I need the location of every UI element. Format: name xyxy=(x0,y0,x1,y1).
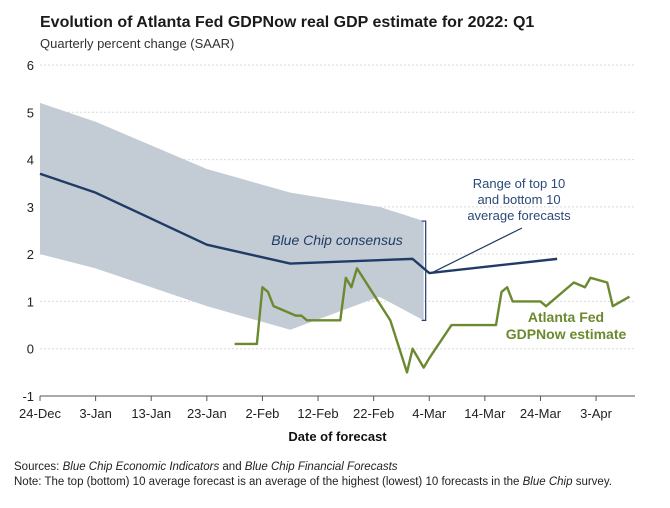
forecast-range-band xyxy=(40,102,424,330)
y-tick-label: -1 xyxy=(22,389,34,404)
sources-label: Sources: xyxy=(14,461,60,473)
x-tick-label: 23-Jan xyxy=(187,406,227,421)
x-tick-label: 24-Dec xyxy=(19,406,61,421)
sources-text-2: Blue Chip Financial Forecasts xyxy=(244,461,398,473)
x-tick-label: 2-Feb xyxy=(245,406,279,421)
x-axis-title: Date of forecast xyxy=(288,429,387,444)
range-annotation-line: Range of top 10 xyxy=(473,176,566,191)
range-annotation-line: average forecasts xyxy=(467,208,571,223)
gdpnow-annotation-line: Atlanta Fed xyxy=(528,309,604,325)
note-text-3: survey. xyxy=(572,476,612,488)
chart-subtitle: Quarterly percent change (SAAR) xyxy=(40,36,235,51)
x-tick-label: 22-Feb xyxy=(353,406,394,421)
sources-and: and xyxy=(219,461,245,473)
x-tick-label: 24-Mar xyxy=(520,406,562,421)
gdpnow-line xyxy=(234,267,631,374)
sources-line: Sources: Blue Chip Economic Indicators a… xyxy=(14,460,612,475)
x-tick-label: 13-Jan xyxy=(131,406,171,421)
x-tick-label: 4-Mar xyxy=(412,406,447,421)
chart-title: Evolution of Atlanta Fed GDPNow real GDP… xyxy=(40,14,535,31)
y-tick-label: 0 xyxy=(27,342,34,357)
y-tick-label: 1 xyxy=(27,294,34,309)
note-text-2: Blue Chip xyxy=(522,476,573,488)
range-pointer-line xyxy=(430,227,523,274)
chart: 6 5 4 3 2 1 0 -1 24-Dec 3-Jan 13-Jan 23-Jan 2-Feb 12-… xyxy=(19,58,635,444)
x-tick-label: 3-Jan xyxy=(79,406,112,421)
note-line: Note: The top (bottom) 10 average foreca… xyxy=(14,475,612,490)
x-tick-label: 14-Mar xyxy=(464,406,506,421)
chart-notes: Sources: Blue Chip Economic Indicators a… xyxy=(14,460,612,490)
sources-text-1: Blue Chip Economic Indicators xyxy=(62,461,220,473)
y-tick-label: 6 xyxy=(27,58,34,73)
y-tick-label: 2 xyxy=(27,247,34,262)
x-tick-label: 12-Feb xyxy=(297,406,338,421)
x-tick-label: 3-Apr xyxy=(580,406,612,421)
y-tick-label: 3 xyxy=(27,200,34,215)
y-tick-label: 4 xyxy=(27,153,34,168)
range-annotation-line: and bottom 10 xyxy=(477,192,560,207)
note-label: Note xyxy=(14,476,39,488)
consensus-line xyxy=(39,172,558,275)
note-text-1: : The top (bottom) 10 average forecast i… xyxy=(38,476,523,488)
gdpnow-annotation-line: GDPNow estimate xyxy=(506,326,627,342)
consensus-annotation: Blue Chip consensus xyxy=(271,232,403,248)
y-tick-label: 5 xyxy=(27,105,34,120)
